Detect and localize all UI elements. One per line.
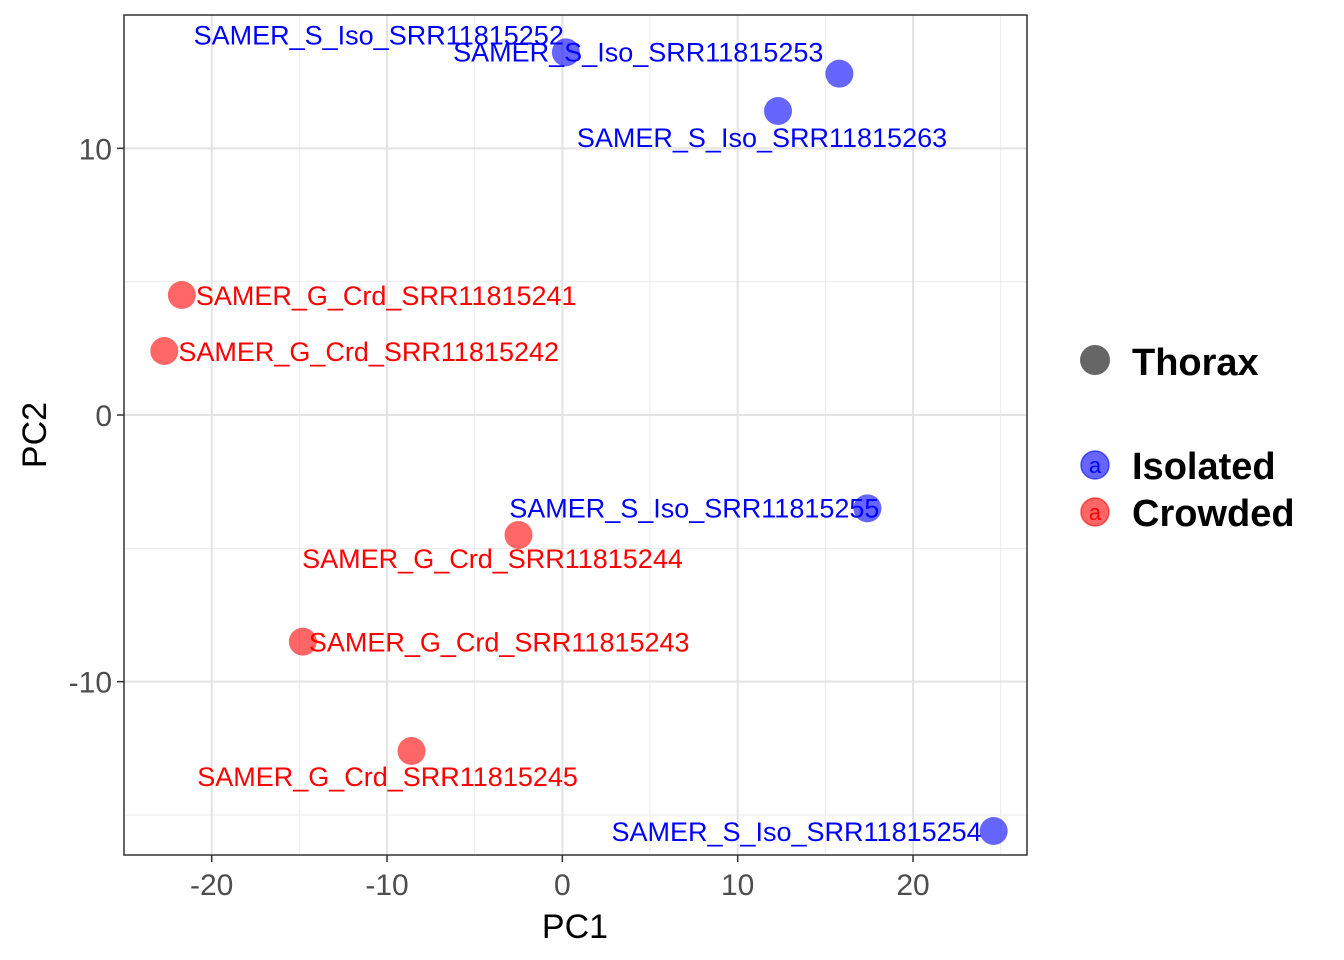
major-gridlines [124, 15, 1027, 855]
plot-border [123, 14, 1028, 856]
y-tick-label: -10 [69, 667, 112, 700]
legend-label: Isolated [1132, 446, 1276, 488]
data-point [504, 521, 533, 549]
x-axis-ticks: -20 -10 0 10 20 [190, 855, 930, 902]
data-point [150, 337, 179, 365]
data-point [764, 97, 793, 125]
y-axis-ticks: -10 0 10 [69, 133, 124, 700]
x-tick-label: -10 [365, 869, 408, 902]
x-tick-label: 20 [896, 869, 929, 902]
legend-shape-key [1080, 345, 1110, 375]
x-tick-label: -20 [190, 869, 233, 902]
legend-group-entries: a Isolated a Crowded [1080, 446, 1295, 535]
data-point [397, 737, 426, 765]
point-label: SAMER_G_Crd_SRR11815244 [302, 544, 683, 574]
y-tick-label: 10 [79, 133, 112, 166]
data-point [288, 627, 317, 656]
x-axis-title: PC1 [542, 908, 608, 946]
legend-key [1080, 450, 1110, 480]
point-label: SAMER_S_Iso_SRR11815255 [509, 493, 879, 523]
legend-key-glyph: a [1089, 500, 1102, 525]
point-labels: SAMER_S_Iso_SRR11815252SAMER_S_Iso_SRR11… [178, 20, 981, 847]
point-label: SAMER_G_Crd_SRR11815242 [178, 337, 559, 367]
y-axis-title: PC2 [16, 402, 54, 468]
data-point [551, 38, 580, 67]
plot-panel [124, 15, 1027, 855]
legend-key-glyph: a [1089, 453, 1102, 478]
point-label: SAMER_S_Iso_SRR11815252 [194, 20, 564, 50]
point-label: SAMER_G_Crd_SRR11815245 [197, 762, 578, 792]
x-tick-label: 10 [721, 869, 754, 902]
point-label: SAMER_S_Iso_SRR11815254 [611, 817, 981, 847]
point-label: SAMER_S_Iso_SRR11815253 [453, 38, 823, 68]
legend-label: Crowded [1132, 493, 1295, 535]
data-point [979, 817, 1008, 845]
legend-shape-title: Thorax [1132, 342, 1259, 384]
point-label: SAMER_G_Crd_SRR11815241 [196, 281, 577, 311]
point-label: SAMER_S_Iso_SRR11815263 [577, 123, 947, 153]
legend-key [1080, 497, 1110, 527]
data-points [150, 38, 1008, 845]
data-point [167, 281, 196, 309]
y-tick-label: 0 [95, 400, 112, 433]
data-point [825, 59, 854, 88]
data-point [853, 494, 882, 523]
x-tick-label: 0 [554, 869, 571, 902]
legend: Thorax a Isolated a Crowded [1080, 342, 1295, 535]
point-label: SAMER_G_Crd_SRR11815243 [309, 628, 690, 658]
